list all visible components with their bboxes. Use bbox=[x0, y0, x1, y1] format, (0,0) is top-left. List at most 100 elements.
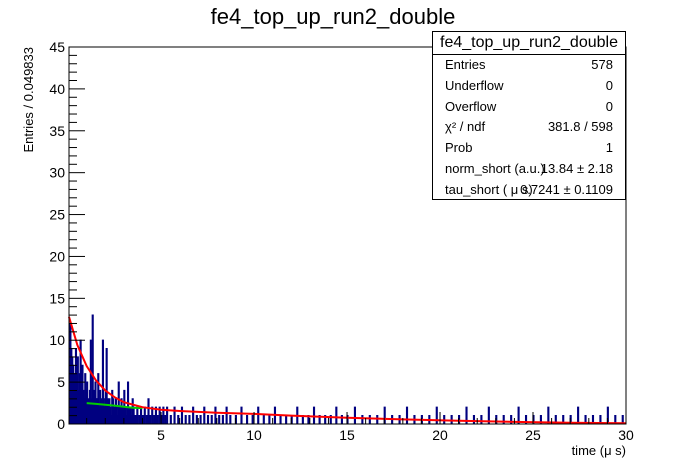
y-tick-label: 20 bbox=[49, 248, 65, 264]
histogram-bin bbox=[353, 406, 357, 424]
x-tick-label: 25 bbox=[525, 427, 541, 443]
x-tick-label: 5 bbox=[157, 427, 165, 443]
stats-value: 381.8 / 598 bbox=[547, 119, 613, 135]
y-tick-label: 5 bbox=[57, 374, 65, 390]
histogram-bin bbox=[621, 415, 624, 424]
histogram-bin bbox=[188, 415, 191, 424]
histogram-bin bbox=[251, 415, 254, 424]
histogram-bin bbox=[225, 406, 228, 424]
histogram-bin bbox=[164, 415, 167, 424]
histogram-bin bbox=[162, 406, 165, 424]
histogram-bin bbox=[487, 406, 490, 424]
x-tick-label: 10 bbox=[246, 427, 262, 443]
histogram-bin bbox=[91, 314, 94, 424]
histogram-bin bbox=[153, 415, 156, 424]
histogram-bin bbox=[361, 415, 364, 424]
y-tick-label: 45 bbox=[49, 39, 65, 55]
y-tick-label: 35 bbox=[49, 123, 65, 139]
stats-label: tau_short ( μ s) bbox=[445, 181, 533, 197]
histogram-bin bbox=[177, 415, 180, 424]
stats-value: 13.84 ± 2.18 bbox=[540, 160, 613, 176]
fit-component-curve bbox=[86, 402, 143, 410]
histogram-bin bbox=[117, 381, 120, 424]
histogram-bin bbox=[218, 415, 221, 424]
histogram-bin bbox=[257, 406, 260, 424]
stats-label: norm_short (a.u.) bbox=[445, 160, 545, 176]
histogram-bin bbox=[335, 406, 338, 424]
histogram-bin bbox=[517, 406, 520, 424]
histogram-bin bbox=[229, 415, 232, 424]
histogram-bin bbox=[169, 415, 172, 424]
histogram-bin bbox=[145, 415, 148, 424]
chart-title: fe4_top_up_run2_double bbox=[211, 4, 456, 29]
y-axis-label: Entries / 0.049833 bbox=[21, 47, 36, 153]
y-tick-label: 15 bbox=[49, 290, 65, 306]
histogram-bin bbox=[105, 348, 108, 424]
x-axis: 5 10 15 20 25 30 bbox=[86, 412, 634, 443]
histogram-bin bbox=[285, 415, 288, 424]
x-tick-label: 15 bbox=[339, 427, 355, 443]
histogram-bin bbox=[606, 406, 609, 424]
histogram-bin bbox=[203, 406, 206, 424]
histogram-bin bbox=[599, 415, 602, 424]
histogram-bin bbox=[562, 415, 565, 424]
stats-label: Underflow bbox=[445, 77, 504, 93]
x-tick-label: 20 bbox=[432, 427, 448, 443]
stats-row-entries: Entries 578 bbox=[433, 55, 625, 76]
histogram-bin bbox=[132, 406, 135, 424]
histogram-bin bbox=[465, 406, 468, 424]
histogram-bin bbox=[136, 406, 139, 424]
stats-row-norm-short: norm_short (a.u.) 13.84 ± 2.18 bbox=[433, 159, 625, 180]
histogram-bin bbox=[340, 415, 343, 424]
histogram-bin bbox=[554, 415, 557, 424]
histogram-bin bbox=[268, 415, 271, 424]
histogram-bin bbox=[158, 406, 161, 424]
histogram-bin bbox=[329, 415, 332, 424]
histogram-bin bbox=[97, 373, 100, 424]
x-axis-label: time (μ s) bbox=[572, 443, 626, 458]
histogram-bin bbox=[192, 406, 195, 424]
histogram-bin bbox=[577, 406, 580, 424]
x-tick-label: 30 bbox=[618, 427, 634, 443]
histogram-bin bbox=[324, 415, 327, 424]
histogram-bin bbox=[180, 406, 184, 424]
stats-row-prob: Prob 1 bbox=[433, 138, 625, 159]
stats-row-overflow: Overflow 0 bbox=[433, 97, 625, 118]
stats-label: Prob bbox=[445, 140, 473, 156]
stats-value: 0.7241 ± 0.1109 bbox=[520, 181, 613, 197]
histogram-bin bbox=[510, 415, 513, 424]
stats-value: 0 bbox=[605, 98, 613, 114]
histogram-bin bbox=[376, 415, 379, 424]
histogram-bin bbox=[318, 415, 321, 424]
histogram-bin bbox=[524, 415, 528, 424]
histogram-bin bbox=[591, 415, 595, 424]
histogram-bin bbox=[206, 415, 210, 424]
histogram-bin bbox=[279, 415, 282, 424]
y-tick-label: 40 bbox=[49, 81, 65, 97]
histogram-bin bbox=[112, 398, 115, 424]
stats-value: 578 bbox=[591, 57, 613, 72]
y-tick-label: 10 bbox=[49, 332, 65, 348]
histogram-bin bbox=[101, 339, 105, 424]
histogram-bin bbox=[584, 415, 587, 424]
histogram-bin bbox=[154, 406, 158, 424]
stats-label: χ² / ndf bbox=[445, 119, 486, 135]
histogram-bin bbox=[166, 406, 169, 424]
histogram-bin bbox=[383, 406, 386, 424]
histogram-bin bbox=[480, 415, 483, 424]
histogram-bin bbox=[405, 406, 409, 424]
stats-row-underflow: Underflow 0 bbox=[433, 76, 625, 97]
histogram-bin bbox=[147, 398, 150, 424]
histogram-bin bbox=[368, 415, 371, 424]
histogram-bin bbox=[173, 406, 176, 424]
histogram-bin bbox=[134, 415, 137, 424]
histogram-bin bbox=[151, 406, 154, 424]
y-tick-label: 30 bbox=[49, 165, 65, 181]
histogram-bin bbox=[246, 415, 249, 424]
stats-label: Entries bbox=[445, 57, 486, 72]
histogram-bin bbox=[138, 415, 141, 424]
stats-value: 0 bbox=[605, 77, 613, 93]
histogram-bin bbox=[195, 415, 198, 424]
histogram-bin bbox=[240, 406, 243, 424]
